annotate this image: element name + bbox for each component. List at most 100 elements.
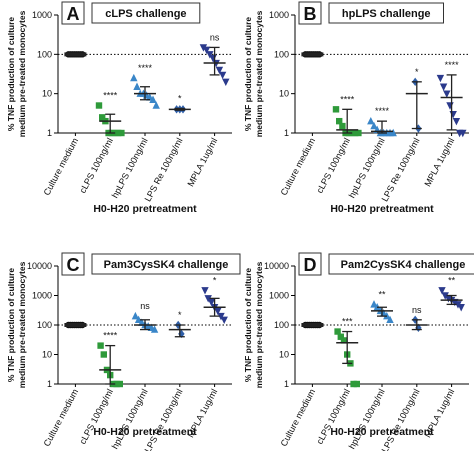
point xyxy=(99,114,106,121)
point xyxy=(370,121,378,130)
point xyxy=(218,71,227,80)
x-tick-label: cLPS 100ng/ml xyxy=(77,136,114,195)
y-tick-label: 100 xyxy=(37,320,52,330)
point xyxy=(436,74,445,83)
point xyxy=(206,51,214,59)
chart-title: Pam2CysSK4 challenge xyxy=(341,259,466,271)
panel-letter: A xyxy=(67,4,80,24)
panel-letter-box xyxy=(61,1,85,25)
x-tick-label: hpLPS 100ng/ml xyxy=(110,136,150,199)
point xyxy=(97,342,104,349)
point xyxy=(152,101,160,109)
point xyxy=(131,311,140,320)
y-tick-label: 100 xyxy=(274,320,289,330)
significance: **** xyxy=(103,331,118,341)
y-axis-label: % TNF production of culture xyxy=(243,17,253,132)
point xyxy=(149,95,157,103)
chart-title: cLPS challenge xyxy=(105,8,186,20)
y-tick-label: 1 xyxy=(47,128,52,138)
chart-title: hpLPS challenge xyxy=(342,8,431,20)
panel-letter-box xyxy=(298,252,322,276)
y-tick-label: 1 xyxy=(284,128,289,138)
panel: 1 10 100 1000 10000 % TNF production of cultu… xyxy=(6,252,241,454)
chart-title: Pam3CysSK4 challenge xyxy=(104,259,229,271)
point xyxy=(389,128,397,137)
significance: **** xyxy=(445,60,460,70)
significance: * xyxy=(178,93,182,103)
point xyxy=(459,129,467,138)
y-axis-label: % TNF production of culture xyxy=(6,17,16,132)
point xyxy=(438,287,446,295)
y-tick-label: 1 xyxy=(47,379,52,389)
x-tick-label: hpLPS 100ng/ml xyxy=(347,387,387,450)
y-tick-label: 1 xyxy=(284,379,289,389)
panel-letter: D xyxy=(304,255,317,275)
y-axis-label: % TNF production of culture xyxy=(243,268,253,383)
point xyxy=(215,66,224,75)
panel: 1 10 100 1000 % TNF production of culture med… xyxy=(243,1,469,215)
x-tick-label: LPS Re 100ng/ml xyxy=(143,136,185,203)
point xyxy=(95,102,103,109)
point xyxy=(202,46,211,55)
significance: ** xyxy=(378,289,386,299)
x-tick-label: Culture medium xyxy=(279,136,318,197)
significance: ** xyxy=(448,275,456,285)
x-axis-label: H0-H20 pretreatment xyxy=(93,203,197,215)
x-axis-label: H0-H20 pretreatment xyxy=(330,426,434,438)
significance: ns xyxy=(412,305,422,315)
significance: * xyxy=(213,275,217,285)
x-tick-label: hpLPS 100ng/ml xyxy=(110,387,150,450)
x-tick-label: MPLA 1ug/ml xyxy=(422,136,456,188)
point xyxy=(133,82,141,90)
point xyxy=(386,315,394,324)
x-tick-label: LPS Re 100ng/ml xyxy=(380,136,422,203)
y-tick-label: 1000 xyxy=(269,291,289,301)
y-tick-label: 1000 xyxy=(269,10,289,20)
y-axis-label: medium pre-treated monocytes xyxy=(17,261,27,388)
point xyxy=(220,316,228,325)
x-tick-label: LPS Re 100ng/ml xyxy=(380,387,422,451)
title-box xyxy=(328,2,444,24)
panel-letter-box xyxy=(298,1,322,25)
point xyxy=(339,122,346,130)
y-tick-label: 10000 xyxy=(264,261,289,271)
y-tick-label: 10 xyxy=(42,89,52,99)
point xyxy=(446,102,454,110)
point xyxy=(336,117,343,125)
panel: 1 10 100 1000 % TNF production of culture med… xyxy=(6,1,232,215)
x-tick-label: Culture medium xyxy=(279,387,318,448)
point xyxy=(199,44,208,52)
significance: **** xyxy=(138,63,153,73)
point xyxy=(118,129,125,137)
x-tick-label: MPLA 1ug/ml xyxy=(422,387,456,439)
x-tick-label: hpLPS 100ng/ml xyxy=(347,136,387,199)
point xyxy=(353,380,360,388)
significance: ns xyxy=(210,32,220,42)
point xyxy=(457,304,465,312)
y-tick-label: 10000 xyxy=(27,261,52,271)
y-tick-label: 1000 xyxy=(32,10,52,20)
x-tick-label: Culture medium xyxy=(42,387,81,448)
point xyxy=(207,298,216,307)
title-box xyxy=(328,253,474,275)
significance: **** xyxy=(375,106,390,116)
panel: 1 10 100 1000 10000 % TNF production of cultu… xyxy=(243,252,474,454)
title-box xyxy=(91,253,241,275)
y-axis-label: medium pre-treated monocytes xyxy=(254,10,264,137)
x-axis-label: H0-H20 pretreatment xyxy=(93,426,197,438)
point xyxy=(370,300,378,308)
y-tick-label: 10 xyxy=(279,350,289,360)
x-tick-label: LPS Re 100ng/ml xyxy=(143,387,185,451)
point xyxy=(443,90,451,98)
point xyxy=(355,129,362,137)
point xyxy=(452,117,461,126)
y-axis-label: medium pre-treated monocytes xyxy=(17,10,27,137)
x-tick-label: MPLA 1ug/ml xyxy=(185,136,219,188)
significance: * xyxy=(178,310,182,320)
title-box xyxy=(91,2,201,24)
point xyxy=(134,315,143,324)
panel-letter-box xyxy=(61,252,85,276)
point xyxy=(150,325,159,333)
point xyxy=(222,78,230,87)
